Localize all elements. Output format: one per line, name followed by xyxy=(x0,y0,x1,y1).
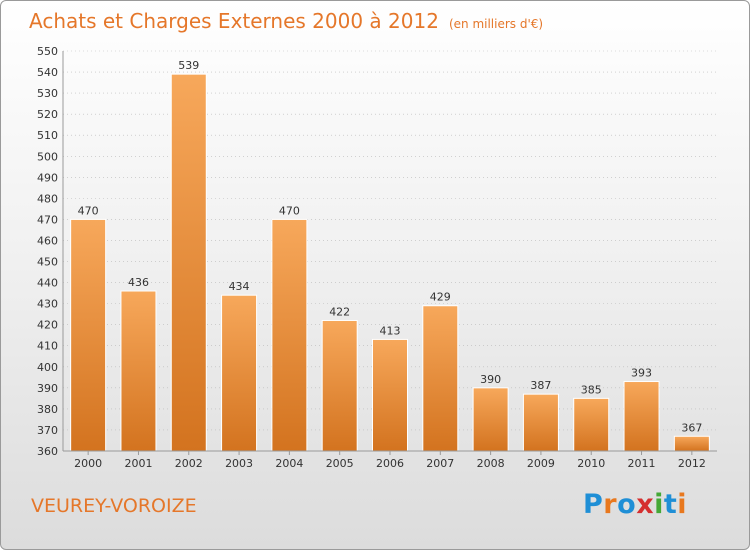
x-tick-label: 2000 xyxy=(74,457,102,470)
bar-2000 xyxy=(70,218,107,452)
bar-2011 xyxy=(623,381,660,452)
bar-value-label: 429 xyxy=(430,291,451,304)
y-tick-label: 420 xyxy=(37,319,58,332)
bar-2002 xyxy=(170,73,207,452)
logo-letter: o xyxy=(617,489,637,520)
y-tick-label: 430 xyxy=(37,298,58,311)
y-tick-label: 500 xyxy=(37,150,58,163)
y-tick-label: 480 xyxy=(37,192,58,205)
bar-2001 xyxy=(120,290,157,452)
logo-letter: i xyxy=(677,489,688,520)
x-tick-label: 2012 xyxy=(678,457,706,470)
chart-subtitle: (en milliers d'€) xyxy=(448,17,544,31)
y-tick-label: 470 xyxy=(37,213,58,226)
bar-value-label: 387 xyxy=(530,379,551,392)
x-axis-ticks: 2000 2001 2002 2003 2004 2005 2006 2007 2008 2009… xyxy=(74,451,706,470)
x-tick-label: 2011 xyxy=(628,457,656,470)
bar-value-label: 436 xyxy=(128,276,149,289)
proxiti-logo: Proxiti xyxy=(583,489,687,520)
chart-title: Achats et Charges Externes 2000 à 2012 (e… xyxy=(29,9,543,33)
bar-value-label: 422 xyxy=(329,305,350,318)
bar-value-label: 434 xyxy=(229,280,250,293)
bar-2005 xyxy=(321,319,358,452)
x-tick-label: 2008 xyxy=(477,457,505,470)
x-tick-label: 2005 xyxy=(326,457,354,470)
bar-value-label: 470 xyxy=(78,204,99,217)
bar-value-label: 385 xyxy=(581,383,602,396)
y-tick-label: 460 xyxy=(37,234,58,247)
bar-2004 xyxy=(271,218,308,452)
y-tick-label: 440 xyxy=(37,277,58,290)
bar-value-label: 393 xyxy=(631,367,652,380)
bar-2007 xyxy=(422,305,459,452)
bar-2010 xyxy=(573,397,610,452)
y-tick-label: 510 xyxy=(37,129,58,142)
x-tick-label: 2004 xyxy=(275,457,303,470)
bars-layer: 470 436 539 434 470 422 413 429 390 387 385 393 367 xyxy=(70,59,710,452)
logo-letter: x xyxy=(636,489,655,520)
y-tick-label: 370 xyxy=(37,424,58,437)
y-tick-label: 520 xyxy=(37,108,58,121)
x-tick-label: 2009 xyxy=(527,457,555,470)
x-tick-label: 2006 xyxy=(376,457,404,470)
logo-letter: i xyxy=(654,489,664,520)
y-tick-label: 410 xyxy=(37,340,58,353)
y-axis-ticks: 360 370 380 390 400 410 420 430 440 450 460 470 480 4… xyxy=(37,45,58,458)
x-tick-label: 2007 xyxy=(426,457,454,470)
y-tick-label: 390 xyxy=(37,382,58,395)
bar-2003 xyxy=(221,294,258,452)
logo-letter: r xyxy=(603,489,618,520)
bar-value-label: 470 xyxy=(279,204,300,217)
bar-2009 xyxy=(522,393,559,452)
bar-value-label: 367 xyxy=(681,421,702,434)
bar-value-label: 390 xyxy=(480,373,501,386)
x-tick-label: 2010 xyxy=(577,457,605,470)
y-tick-label: 490 xyxy=(37,171,58,184)
bar-2006 xyxy=(372,338,408,452)
bar-value-label: 539 xyxy=(178,59,199,72)
bar-2012 xyxy=(673,435,710,452)
y-tick-label: 360 xyxy=(37,445,58,458)
y-tick-label: 400 xyxy=(37,361,58,374)
y-tick-label: 450 xyxy=(37,256,58,269)
bar-2008 xyxy=(472,387,509,452)
x-tick-label: 2003 xyxy=(225,457,253,470)
y-tick-label: 540 xyxy=(37,66,58,79)
chart-title-text: Achats et Charges Externes 2000 à 2012 xyxy=(29,9,439,33)
bar-value-label: 413 xyxy=(380,324,401,337)
x-tick-label: 2001 xyxy=(124,457,152,470)
logo-letter: t xyxy=(663,489,678,520)
commune-name: VEUREY-VOROIZE xyxy=(31,495,197,517)
y-tick-label: 550 xyxy=(37,45,58,58)
y-tick-label: 380 xyxy=(37,403,58,416)
y-tick-label: 530 xyxy=(37,87,58,100)
logo-letter: P xyxy=(583,489,604,520)
x-tick-label: 2002 xyxy=(175,457,203,470)
